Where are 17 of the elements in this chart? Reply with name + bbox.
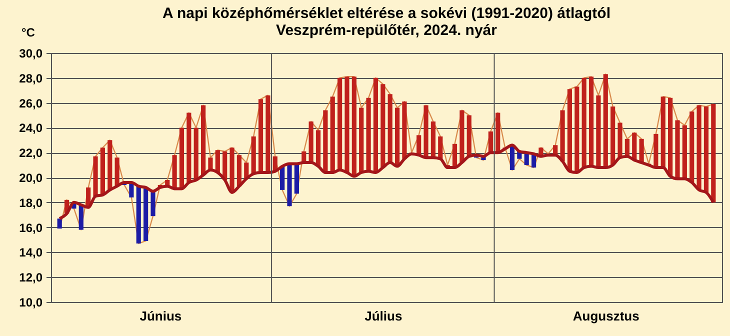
y-tick-label: 16,0 xyxy=(19,220,43,235)
y-tick-label: 26,0 xyxy=(19,96,43,110)
y-tick-label: 28,0 xyxy=(19,71,43,86)
x-tick-label: Június xyxy=(140,308,182,324)
y-tick-label: 12,0 xyxy=(19,270,43,285)
chart-subtitle: Veszprém-repülőtér, 2024. nyár xyxy=(276,22,498,39)
y-tick-label: 22,0 xyxy=(19,146,43,160)
y-tick-label: 30,0 xyxy=(19,46,43,60)
y-tick-label: 18,0 xyxy=(19,196,43,210)
y-axis-title: °C xyxy=(22,26,36,40)
y-tick-label: 24,0 xyxy=(19,121,43,136)
y-tick-label: 10,0 xyxy=(19,296,43,310)
x-tick-label: Augusztus xyxy=(572,308,640,324)
y-tick-label: 20,0 xyxy=(19,171,43,185)
y-tick-label: 14,0 xyxy=(19,246,43,260)
chart-title: A napi középhőmérséklet eltérése a sokévi (1991-2020) átlagtól xyxy=(162,5,610,22)
x-tick-label: Július xyxy=(364,308,402,324)
